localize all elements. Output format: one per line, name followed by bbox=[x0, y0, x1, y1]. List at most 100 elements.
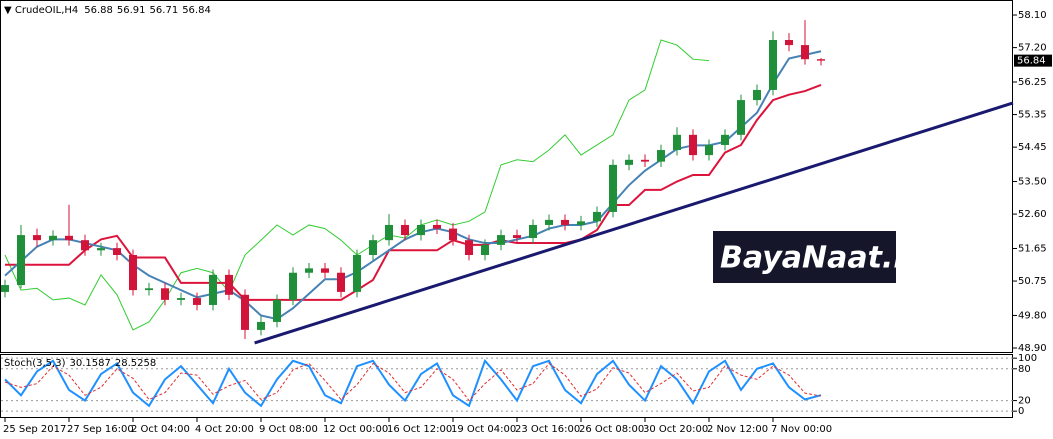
symbol: CrudeOIL,H4 bbox=[15, 5, 78, 16]
candle-body bbox=[17, 235, 25, 286]
candle-body bbox=[481, 244, 489, 255]
candle-body bbox=[385, 224, 393, 241]
header-low: 56.71 bbox=[150, 5, 179, 16]
candle-body bbox=[657, 150, 665, 162]
y-tick-label: 53.50 bbox=[1018, 177, 1047, 188]
candle-body bbox=[497, 235, 505, 245]
y-tick-label: 100 bbox=[1018, 353, 1037, 364]
y-tick-label: 52.60 bbox=[1018, 209, 1047, 220]
last-price-box bbox=[1014, 54, 1052, 67]
candle-body bbox=[449, 228, 457, 241]
candle-body bbox=[705, 144, 713, 156]
x-tick-label: 2 Nov 12:00 bbox=[707, 424, 768, 435]
candle-body bbox=[273, 299, 281, 322]
candle-body bbox=[817, 59, 825, 61]
x-tick-label: 2 Oct 04:00 bbox=[131, 424, 190, 435]
indicator-line bbox=[4, 50, 822, 321]
candle-body bbox=[49, 235, 57, 241]
candle-body bbox=[753, 89, 761, 101]
candle-body bbox=[177, 298, 185, 300]
candle-body bbox=[209, 274, 217, 305]
main-panel bbox=[0, 0, 1013, 353]
y-tick-label: 20 bbox=[1018, 396, 1031, 407]
x-tick-label: 19 Oct 04:00 bbox=[451, 424, 516, 435]
header-close: 56.84 bbox=[182, 5, 211, 16]
x-tick-label: 26 Oct 08:00 bbox=[579, 424, 644, 435]
candle-body bbox=[641, 159, 649, 162]
candle-body bbox=[465, 240, 473, 255]
candle-body bbox=[689, 134, 697, 156]
candle-body bbox=[33, 235, 41, 241]
candle-body bbox=[609, 164, 617, 212]
candle-body bbox=[561, 219, 569, 225]
candle-body bbox=[737, 100, 745, 135]
candle-body bbox=[673, 134, 681, 151]
y-tick-label: 56.25 bbox=[1018, 77, 1047, 88]
y-tick-label: 51.65 bbox=[1018, 243, 1047, 254]
watermark-box bbox=[713, 231, 896, 283]
watermark-text: BayaNaat.net bbox=[720, 241, 951, 276]
candle-body bbox=[545, 219, 553, 225]
candle-body bbox=[65, 235, 73, 241]
candle-body bbox=[353, 254, 361, 292]
x-tick-label: 23 Oct 16:00 bbox=[515, 424, 580, 435]
candle-body bbox=[721, 134, 729, 145]
y-tick-label: 48.90 bbox=[1018, 343, 1047, 354]
stoch-line bbox=[4, 358, 822, 408]
candle-body bbox=[289, 272, 297, 300]
candle-body bbox=[433, 224, 441, 229]
candle-body bbox=[513, 235, 521, 238]
candle-body bbox=[113, 248, 121, 255]
x-tick-label: 16 Oct 12:00 bbox=[387, 424, 452, 435]
chart-header: ▼ CrudeOIL,H4 56.88 56.91 56.71 56.84 bbox=[4, 5, 211, 16]
menu-arrow: ▼ bbox=[4, 5, 15, 16]
candle-body bbox=[593, 211, 601, 222]
candle-body bbox=[1, 285, 9, 292]
candle-body bbox=[785, 40, 793, 46]
candle-body bbox=[161, 288, 169, 300]
stoch-signal-value: 28.5258 bbox=[115, 358, 156, 369]
candle-body bbox=[337, 272, 345, 292]
y-tick-label: 54.45 bbox=[1018, 142, 1047, 153]
x-tick-label: 9 Oct 08:00 bbox=[259, 424, 318, 435]
candle-body bbox=[625, 159, 633, 165]
x-tick-label: 12 Oct 00:00 bbox=[323, 424, 388, 435]
candle-body bbox=[321, 268, 329, 273]
x-tick-label: 7 Nov 00:00 bbox=[771, 424, 832, 435]
y-tick-label: 50.75 bbox=[1018, 276, 1047, 287]
y-tick-label: 80 bbox=[1018, 364, 1031, 375]
y-tick-label: 57.20 bbox=[1018, 43, 1047, 54]
y-tick-label: 49.80 bbox=[1018, 310, 1047, 321]
stoch-title: Stoch(3,5,3) bbox=[4, 358, 66, 369]
candle-body bbox=[81, 240, 89, 251]
stoch-main-value: 30.1587 bbox=[69, 358, 110, 369]
candle-body bbox=[369, 240, 377, 255]
candle-body bbox=[417, 224, 425, 236]
x-tick-label: 27 Sep 16:00 bbox=[67, 424, 134, 435]
y-tick-label: 58.10 bbox=[1018, 10, 1047, 21]
candle-body bbox=[769, 40, 777, 90]
watermark: BayaNaat.net bbox=[713, 231, 951, 283]
candle-body bbox=[193, 298, 201, 305]
candle-body bbox=[129, 254, 137, 291]
candle-body bbox=[145, 288, 153, 291]
candle-body bbox=[529, 224, 537, 238]
candle-body bbox=[225, 274, 233, 295]
trendline bbox=[254, 101, 1014, 345]
candle-body bbox=[257, 321, 265, 330]
x-tick-label: 30 Oct 20:00 bbox=[643, 424, 708, 435]
x-tick-label: 25 Sep 2017 bbox=[3, 424, 66, 435]
last-price-label: 56.84 bbox=[1017, 56, 1046, 67]
stoch-header: Stoch(3,5,3) 30.1587 28.5258 bbox=[4, 358, 156, 369]
header-open: 56.88 bbox=[84, 5, 113, 16]
candle-body bbox=[801, 45, 809, 60]
header-high: 56.91 bbox=[117, 5, 146, 16]
candle-body bbox=[401, 224, 409, 236]
candle-body bbox=[241, 294, 249, 330]
candle-body bbox=[577, 221, 585, 225]
stoch-line bbox=[4, 362, 822, 402]
y-tick-label: 55.35 bbox=[1018, 110, 1047, 121]
candle-body bbox=[305, 268, 313, 273]
indicator-line bbox=[5, 83, 822, 301]
